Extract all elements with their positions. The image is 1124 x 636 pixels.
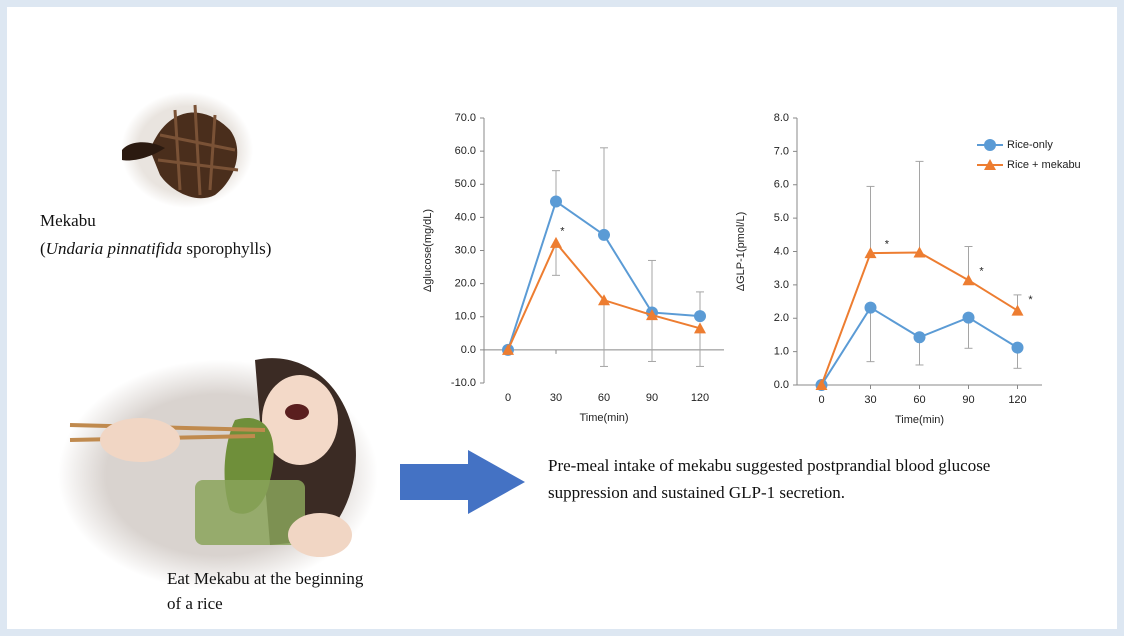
- x-axis-title: Time(min): [895, 414, 944, 426]
- caption-mekabu: Mekabu: [40, 211, 96, 230]
- x-tick-label: 30: [550, 392, 562, 404]
- y-tick-label: -10.0: [451, 377, 476, 389]
- y-tick-label: 2.0: [774, 312, 789, 324]
- figure: Mekabu (Undaria pinnatifida sporophylls)…: [0, 0, 1124, 636]
- x-tick-label: 0: [818, 394, 824, 406]
- eat-caption-line: Eat Mekabu at the beginning: [167, 569, 364, 588]
- marker: [963, 312, 975, 324]
- y-tick-label: 1.0: [774, 346, 789, 358]
- caption-species: (Undaria pinnatifida sporophylls): [40, 239, 271, 258]
- y-tick-label: 20.0: [455, 278, 476, 290]
- page: Mekabu (Undaria pinnatifida sporophylls)…: [0, 0, 1124, 636]
- seaweed-photo: [121, 92, 253, 208]
- annotation: *: [885, 239, 890, 251]
- x-axis-title: Time(min): [579, 412, 628, 424]
- annotation: *: [560, 226, 565, 238]
- x-tick-label: 120: [691, 392, 709, 404]
- y-tick-label: 4.0: [774, 245, 789, 257]
- eating-photo: [58, 358, 378, 590]
- annotation: *: [1028, 294, 1033, 306]
- legend-label: Rice + mekabu: [1007, 159, 1081, 171]
- marker: [865, 302, 877, 314]
- marker: [1012, 342, 1024, 354]
- y-axis-title: ΔGLP-1(pmol/L): [735, 212, 747, 291]
- caption-part: sporophylls): [182, 239, 271, 258]
- y-tick-label: 8.0: [774, 112, 789, 124]
- y-tick-label: 30.0: [455, 244, 476, 256]
- y-tick-label: 6.0: [774, 179, 789, 191]
- marker: [914, 331, 926, 343]
- y-tick-label: 10.0: [455, 311, 476, 323]
- marker: [694, 310, 706, 322]
- marker: [598, 229, 610, 241]
- legend-marker: [984, 139, 996, 151]
- conclusion-line: Pre-meal intake of mekabu suggested post…: [548, 456, 990, 475]
- y-tick-label: 60.0: [455, 145, 476, 157]
- legend-label: Rice-only: [1007, 139, 1053, 151]
- y-tick-label: 0.0: [461, 344, 476, 356]
- marker: [550, 195, 562, 207]
- eat-caption-line: of a rice: [167, 594, 223, 613]
- y-axis-title: Δglucose(mg/dL): [422, 209, 434, 292]
- y-tick-label: 40.0: [455, 211, 476, 223]
- caption-part: Undaria pinnatifida: [46, 239, 182, 258]
- y-tick-label: 5.0: [774, 212, 789, 224]
- x-tick-label: 30: [864, 394, 876, 406]
- x-tick-label: 90: [646, 392, 658, 404]
- x-tick-label: 60: [598, 392, 610, 404]
- y-tick-label: 50.0: [455, 178, 476, 190]
- conclusion-line: suppression and sustained GLP-1 secretio…: [548, 483, 845, 502]
- y-tick-label: 0.0: [774, 379, 789, 391]
- y-tick-label: 3.0: [774, 279, 789, 291]
- x-tick-label: 0: [505, 392, 511, 404]
- x-tick-label: 60: [913, 394, 925, 406]
- annotation: *: [979, 265, 984, 277]
- x-tick-label: 90: [962, 394, 974, 406]
- y-tick-label: 7.0: [774, 145, 789, 157]
- y-tick-label: 70.0: [455, 112, 476, 124]
- x-tick-label: 120: [1008, 394, 1026, 406]
